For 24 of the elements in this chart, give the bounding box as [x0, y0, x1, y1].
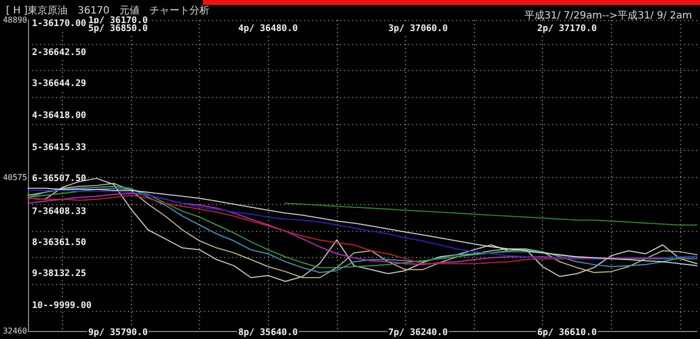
annotation: 7p/ 36240.0 [388, 328, 448, 338]
annotation: 3-36644.29 [32, 79, 86, 89]
y-tick-label: 40575 [2, 172, 28, 182]
y-tick-label: 48890 [2, 16, 28, 24]
annotation: 5p/ 36850.0 [88, 24, 148, 34]
annotation: 8-36361.50 [32, 238, 86, 248]
annotation: 6p/ 36610.0 [537, 328, 597, 338]
annotation: 6-36507.50 [32, 174, 86, 184]
annotation: 8p/ 35640.0 [238, 328, 298, 338]
annotation: 9p/ 35790.0 [88, 328, 148, 338]
annotation: 2p/ 37170.0 [537, 24, 597, 34]
annotation: 2-36642.50 [32, 48, 86, 58]
annotation: 4-36418.00 [32, 111, 86, 121]
line-series [284, 202, 698, 226]
annotation: 1-36170.00 [32, 19, 86, 29]
chart-title: [ H ]東京原油 36170 元値 チャート分析 [6, 4, 210, 16]
annotation: 10--9999.00 [32, 301, 92, 311]
annotation: 5-36415.33 [32, 143, 86, 153]
annotation: 4p/ 36480.0 [238, 24, 298, 34]
annotation: 7-36408.33 [32, 207, 86, 217]
chart-subtitle: 平成31/ 7/29am-->平成31/ 9/ 2am [524, 10, 692, 22]
y-tick-label: 32460 [2, 326, 28, 336]
annotation: 3p/ 37060.0 [388, 24, 448, 34]
annotation: 9-38132.25 [32, 269, 86, 279]
